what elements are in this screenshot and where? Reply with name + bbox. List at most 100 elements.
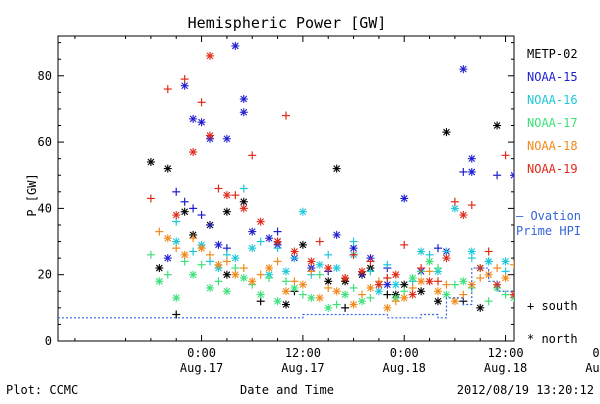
y-tick-label: 0 [45, 334, 52, 348]
noaa-18-north-point [180, 250, 189, 259]
metp-02-south-point [341, 303, 350, 312]
noaa-18-south-point [425, 267, 434, 276]
legend-entry-ovation: Prime HPI [516, 224, 581, 238]
footer-right-timestamp: 2012/08/19 13:20:12 [457, 383, 594, 397]
noaa-18-south-point [510, 260, 514, 269]
legend: METP-02 NOAA-15 NOAA-16 NOAA-17 NOAA-18 NOAA-… [516, 47, 581, 346]
noaa-16-north-point [484, 257, 493, 266]
metp-02-south-point [535, 287, 543, 295]
x-tick-date-label: Aug.19 [585, 361, 600, 375]
noaa-17-north-point [256, 290, 265, 299]
noaa-19-south-point [383, 274, 392, 283]
noaa-19-south-point [434, 277, 442, 286]
noaa-16-north-point [527, 274, 535, 282]
noaa-18-south-point [307, 267, 316, 276]
metp-02-north-point [594, 135, 600, 143]
noaa-18-south-point [493, 264, 502, 273]
metp-02-north-point [586, 145, 594, 153]
metp-02-north-point [417, 287, 426, 296]
footer-left: Plot: CCMC [6, 383, 78, 397]
noaa-19-south-point [146, 194, 155, 203]
noaa-19-north-point [206, 131, 214, 140]
noaa-15-north-point [332, 230, 341, 239]
metp-02-north-point [561, 284, 569, 292]
noaa-17-north-point [239, 274, 248, 283]
noaa-17-north-point [189, 270, 198, 279]
metp-02-north-point [163, 164, 172, 173]
noaa-15-north-point [214, 240, 223, 249]
noaa-18-north-point [552, 264, 560, 272]
noaa-18-north-point [315, 293, 324, 302]
noaa-17-south-point [450, 280, 459, 289]
metp-02-south-point [172, 310, 181, 319]
metp-02-north-point [400, 280, 409, 289]
legend-north-marker: * north [527, 332, 578, 346]
metp-02-north-point [578, 244, 586, 252]
noaa-19-south-point [282, 111, 290, 120]
noaa-18-south-point [206, 250, 214, 259]
metp-02-north-point [332, 164, 341, 173]
noaa-16-north-point [248, 244, 257, 253]
noaa-17-south-point [501, 290, 510, 299]
noaa-17-north-point [425, 257, 434, 266]
noaa-17-south-point [366, 293, 375, 302]
noaa-15-north-point [197, 118, 206, 127]
noaa-15-south-point [189, 204, 198, 213]
noaa-18-south-point [459, 290, 468, 299]
y-tick-label: 80 [38, 69, 52, 83]
noaa-19-north-point [189, 148, 198, 157]
noaa-18-south-point [172, 244, 181, 253]
noaa-19-north-point [510, 290, 514, 299]
noaa-16-north-point [298, 207, 307, 216]
legend-entry-ovation: — Ovation [516, 209, 581, 223]
noaa-16-south-point [256, 237, 265, 246]
noaa-18-north-point [417, 277, 426, 286]
noaa-17-south-point [197, 260, 206, 269]
metp-02-north-point [222, 270, 231, 279]
noaa-18-north-point [163, 234, 172, 243]
noaa-18-north-point [501, 274, 510, 283]
legend-south-marker: + south [527, 299, 578, 313]
noaa-15-north-point [189, 114, 198, 123]
noaa-17-south-point [586, 271, 594, 279]
noaa-17-south-point [434, 264, 442, 273]
noaa-16-north-point [282, 267, 290, 276]
noaa-19-south-point [569, 271, 577, 279]
noaa-17-south-point [349, 283, 358, 292]
noaa-19-north-point [256, 217, 265, 226]
noaa-15-north-point [239, 94, 248, 103]
noaa-19-north-point [172, 211, 181, 220]
noaa-16-north-point [594, 297, 600, 305]
noaa-18-north-point [518, 294, 526, 302]
noaa-19-north-point [578, 307, 586, 315]
noaa-16-north-point [578, 254, 586, 262]
noaa-17-north-point [206, 283, 214, 292]
noaa-19-south-point [315, 237, 324, 246]
metp-02-north-point [180, 207, 189, 216]
metp-02-north-point [282, 300, 290, 309]
data-layer [58, 41, 600, 319]
noaa-18-south-point [256, 270, 265, 279]
noaa-17-south-point [163, 270, 172, 279]
noaa-16-north-point [417, 247, 426, 256]
x-tick-time-label: 0:00 [592, 346, 600, 360]
noaa-16-south-point [586, 304, 594, 312]
noaa-19-south-point [484, 247, 493, 256]
noaa-19-south-point [214, 184, 223, 193]
noaa-18-south-point [222, 257, 231, 266]
noaa-15-north-point [467, 154, 476, 163]
y-tick-label: 40 [38, 201, 52, 215]
metp-02-south-point [586, 307, 594, 315]
noaa-16-north-point [391, 280, 400, 289]
x-tick-date-label: Aug.18 [484, 361, 527, 375]
noaa-18-north-point [586, 297, 594, 305]
metp-02-north-point [434, 297, 442, 306]
noaa-18-north-point [248, 277, 257, 286]
metp-02-north-point [298, 240, 307, 249]
noaa-19-north-point [239, 204, 248, 213]
noaa-16-north-point [231, 254, 240, 263]
noaa-19-north-point [324, 264, 333, 273]
x-tick-date-label: Aug.17 [281, 361, 324, 375]
noaa-18-north-point [298, 280, 307, 289]
noaa-15-north-point [578, 297, 586, 305]
